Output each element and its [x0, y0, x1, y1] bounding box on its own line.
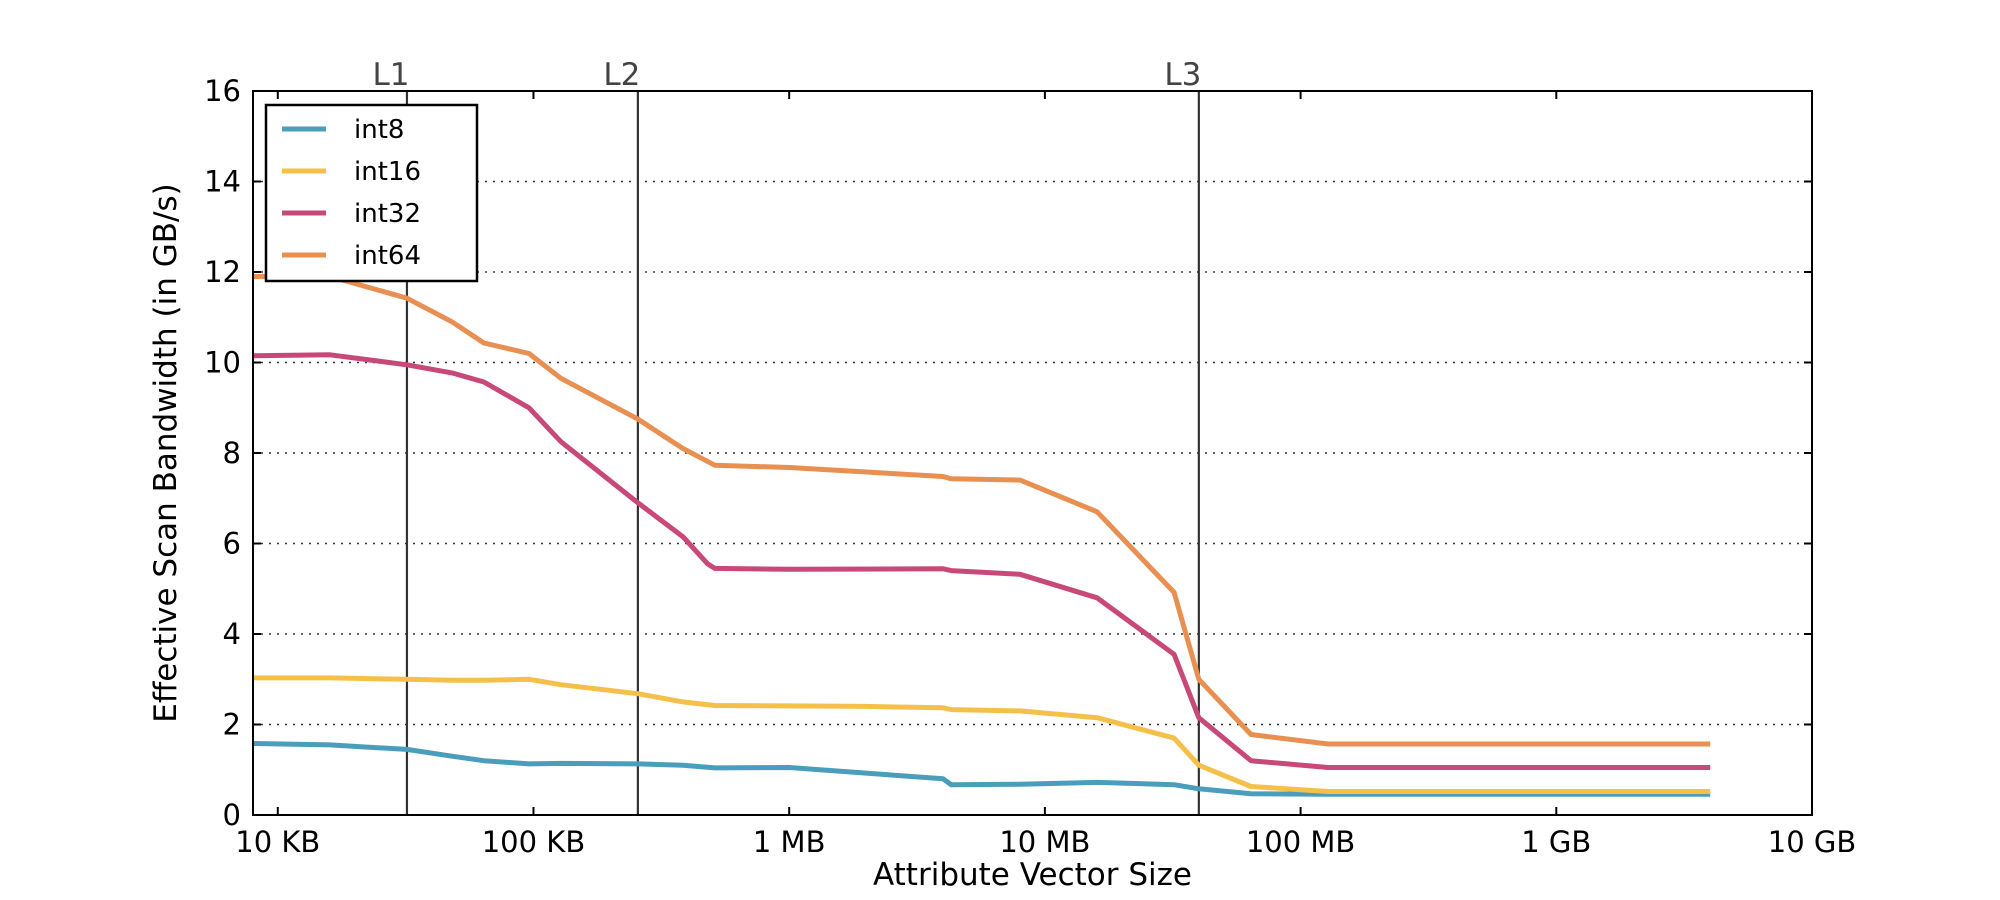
x-tick-label: 10 MB: [999, 825, 1090, 859]
series-line-int32: [252, 352, 1711, 770]
legend-label-int32: int32: [354, 199, 421, 229]
x-tick-label: 100 KB: [482, 825, 585, 859]
legend: int8 int16 int32 int64: [264, 103, 479, 283]
x-tick-label: 1 GB: [1521, 825, 1591, 859]
cache-boundary-layer: L1 L2 L3: [372, 57, 1201, 815]
grid-layer: [253, 90, 1812, 726]
series-line-int64: [253, 274, 1711, 747]
x-axis-label: Attribute Vector Size: [873, 857, 1192, 893]
cache-label-l2: L2: [603, 57, 640, 93]
y-tick-label: 10: [204, 346, 241, 380]
legend-box: [264, 103, 479, 283]
legend-label-int64: int64: [354, 241, 421, 271]
y-tick-label: 0: [223, 798, 241, 832]
cache-label-l1: L1: [372, 57, 409, 93]
y-tick-label: 4: [223, 617, 241, 651]
x-tick-label: 1 MB: [753, 825, 826, 859]
y-tick-label: 2: [223, 708, 241, 742]
x-tick-label: 10 KB: [235, 825, 320, 859]
y-tick-label: 6: [223, 527, 241, 561]
x-tick-label: 100 MB: [1246, 825, 1356, 859]
ticks-layer: 0 2 4 6 8 10 12 14 16 10 KB 100 KB 1 MB 10 MB 100 MB 1…: [204, 74, 1856, 859]
legend-label-int8: int8: [354, 115, 404, 145]
series-line-int16: [253, 675, 1711, 794]
cache-label-l3: L3: [1164, 57, 1201, 93]
y-axis-label: Effective Scan Bandwidth (in GB/s): [148, 183, 184, 722]
series-layer: [252, 274, 1711, 797]
legend-label-int16: int16: [354, 157, 421, 187]
y-tick-label: 12: [204, 255, 241, 289]
y-tick-label: 14: [204, 165, 241, 199]
series-line-int8: [252, 741, 1711, 797]
x-tick-label: 10 GB: [1768, 825, 1857, 859]
y-tick-label: 8: [223, 436, 241, 470]
y-tick-label: 16: [204, 74, 241, 108]
